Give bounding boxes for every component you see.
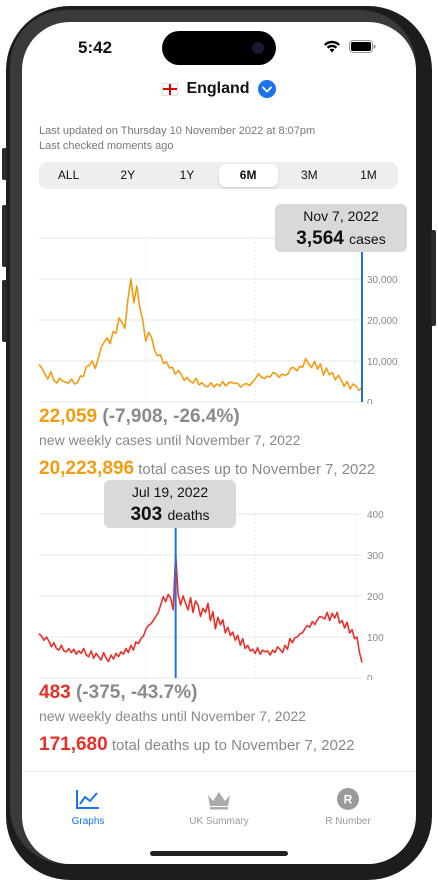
chevron-down-icon[interactable]: [257, 80, 276, 98]
r-circle-icon: R: [337, 788, 359, 810]
silent-switch: [2, 148, 7, 180]
volume-up-button: [2, 205, 7, 267]
status-icons: [323, 40, 376, 53]
range-2y[interactable]: 2Y: [120, 168, 136, 182]
status-time: 5:42: [78, 38, 113, 57]
svg-text:R: R: [344, 793, 353, 807]
camera-icon: [252, 42, 264, 54]
cases-y-tick: 0: [367, 398, 373, 404]
cases-weekly-value: 22,059: [39, 406, 98, 427]
power-button: [431, 230, 436, 326]
update-info: Last updated on Thursday 10 November 202…: [39, 124, 315, 154]
range-all[interactable]: ALL: [57, 168, 80, 182]
deaths-tooltip-value: 303 deaths: [130, 504, 209, 525]
cases-tooltip-box: [275, 204, 407, 252]
range-6m[interactable]: 6M: [218, 164, 278, 187]
tab-graphs[interactable]: Graphs: [38, 786, 138, 827]
cases-weekly-label: new weekly cases until November 7, 2022: [39, 432, 301, 448]
deaths-tooltip-date: Jul 19, 2022: [132, 484, 208, 500]
home-indicator: [150, 851, 288, 856]
volume-down-button: [2, 280, 7, 342]
battery-icon: [349, 40, 376, 53]
range-1y[interactable]: 1Y: [179, 168, 195, 182]
deaths-y-tick: 200: [367, 592, 384, 603]
cases-tooltip: Nov 7, 2022 3,564 cases: [275, 204, 407, 252]
tab-bar: Graphs UK Summary R R Number: [22, 771, 416, 864]
deaths-weekly-value: 483: [39, 682, 71, 703]
deaths-line: [38, 553, 363, 663]
range-3m[interactable]: 3M: [300, 168, 318, 182]
screen: 5:42 England Last updated on Thursday 10…: [22, 22, 416, 864]
cases-tooltip-date: Nov 7, 2022: [303, 208, 379, 224]
dynamic-island: [162, 31, 276, 65]
crown-icon: [208, 792, 230, 810]
region-selector[interactable]: England: [22, 80, 416, 98]
deaths-y-tick: 100: [367, 633, 384, 644]
cases-total-label: total cases up to November 7, 2022: [138, 461, 376, 478]
deaths-y-tick: 400: [367, 510, 384, 521]
cases-weekly-change: (-7,908, -26.4%): [102, 406, 240, 427]
cases-line: [38, 278, 363, 392]
last-updated-text: Last updated on Thursday 10 November 202…: [39, 125, 316, 137]
region-name: England: [186, 80, 250, 97]
cases-total: 20,223,896 total cases up to November 7,…: [39, 458, 375, 480]
deaths-y-tick: 300: [367, 551, 384, 562]
tab-uk-summary-label: UK Summary: [189, 816, 249, 827]
cases-tooltip-value: 3,564 cases: [296, 228, 385, 249]
range-1m[interactable]: 1M: [360, 168, 377, 182]
cases-y-tick: 30,000: [367, 275, 398, 286]
deaths-y-tick: 0: [367, 674, 373, 680]
deaths-total-label: total deaths up to November 7, 2022: [111, 737, 355, 754]
deaths-total-value: 171,680: [39, 734, 108, 755]
deaths-weekly: 483 (-375, -43.7%): [39, 682, 197, 704]
cases-total-value: 20,223,896: [39, 458, 135, 479]
deaths-total: 171,680 total deaths up to November 7, 2…: [39, 734, 355, 756]
range-picker: ALL 2Y 1Y 6M 3M 1M: [39, 162, 398, 189]
tab-r-number[interactable]: R R Number: [298, 786, 398, 827]
tab-r-number-label: R Number: [325, 816, 371, 827]
wifi-icon: [324, 40, 340, 53]
tab-graphs-label: Graphs: [71, 816, 105, 827]
cases-y-tick: 10,000: [367, 357, 398, 368]
deaths-weekly-label: new weekly deaths until November 7, 2022: [39, 708, 306, 724]
last-checked-text: Last checked moments ago: [39, 140, 174, 152]
tab-uk-summary[interactable]: UK Summary: [169, 786, 269, 827]
deaths-weekly-change: (-375, -43.7%): [75, 682, 198, 703]
england-flag-icon: [162, 82, 179, 96]
deaths-tooltip-box: [104, 480, 236, 528]
cases-y-tick: 20,000: [367, 316, 398, 327]
deaths-tooltip: Jul 19, 2022 303 deaths: [104, 480, 236, 528]
chart-icon: [76, 790, 99, 809]
cases-weekly: 22,059 (-7,908, -26.4%): [39, 406, 240, 428]
